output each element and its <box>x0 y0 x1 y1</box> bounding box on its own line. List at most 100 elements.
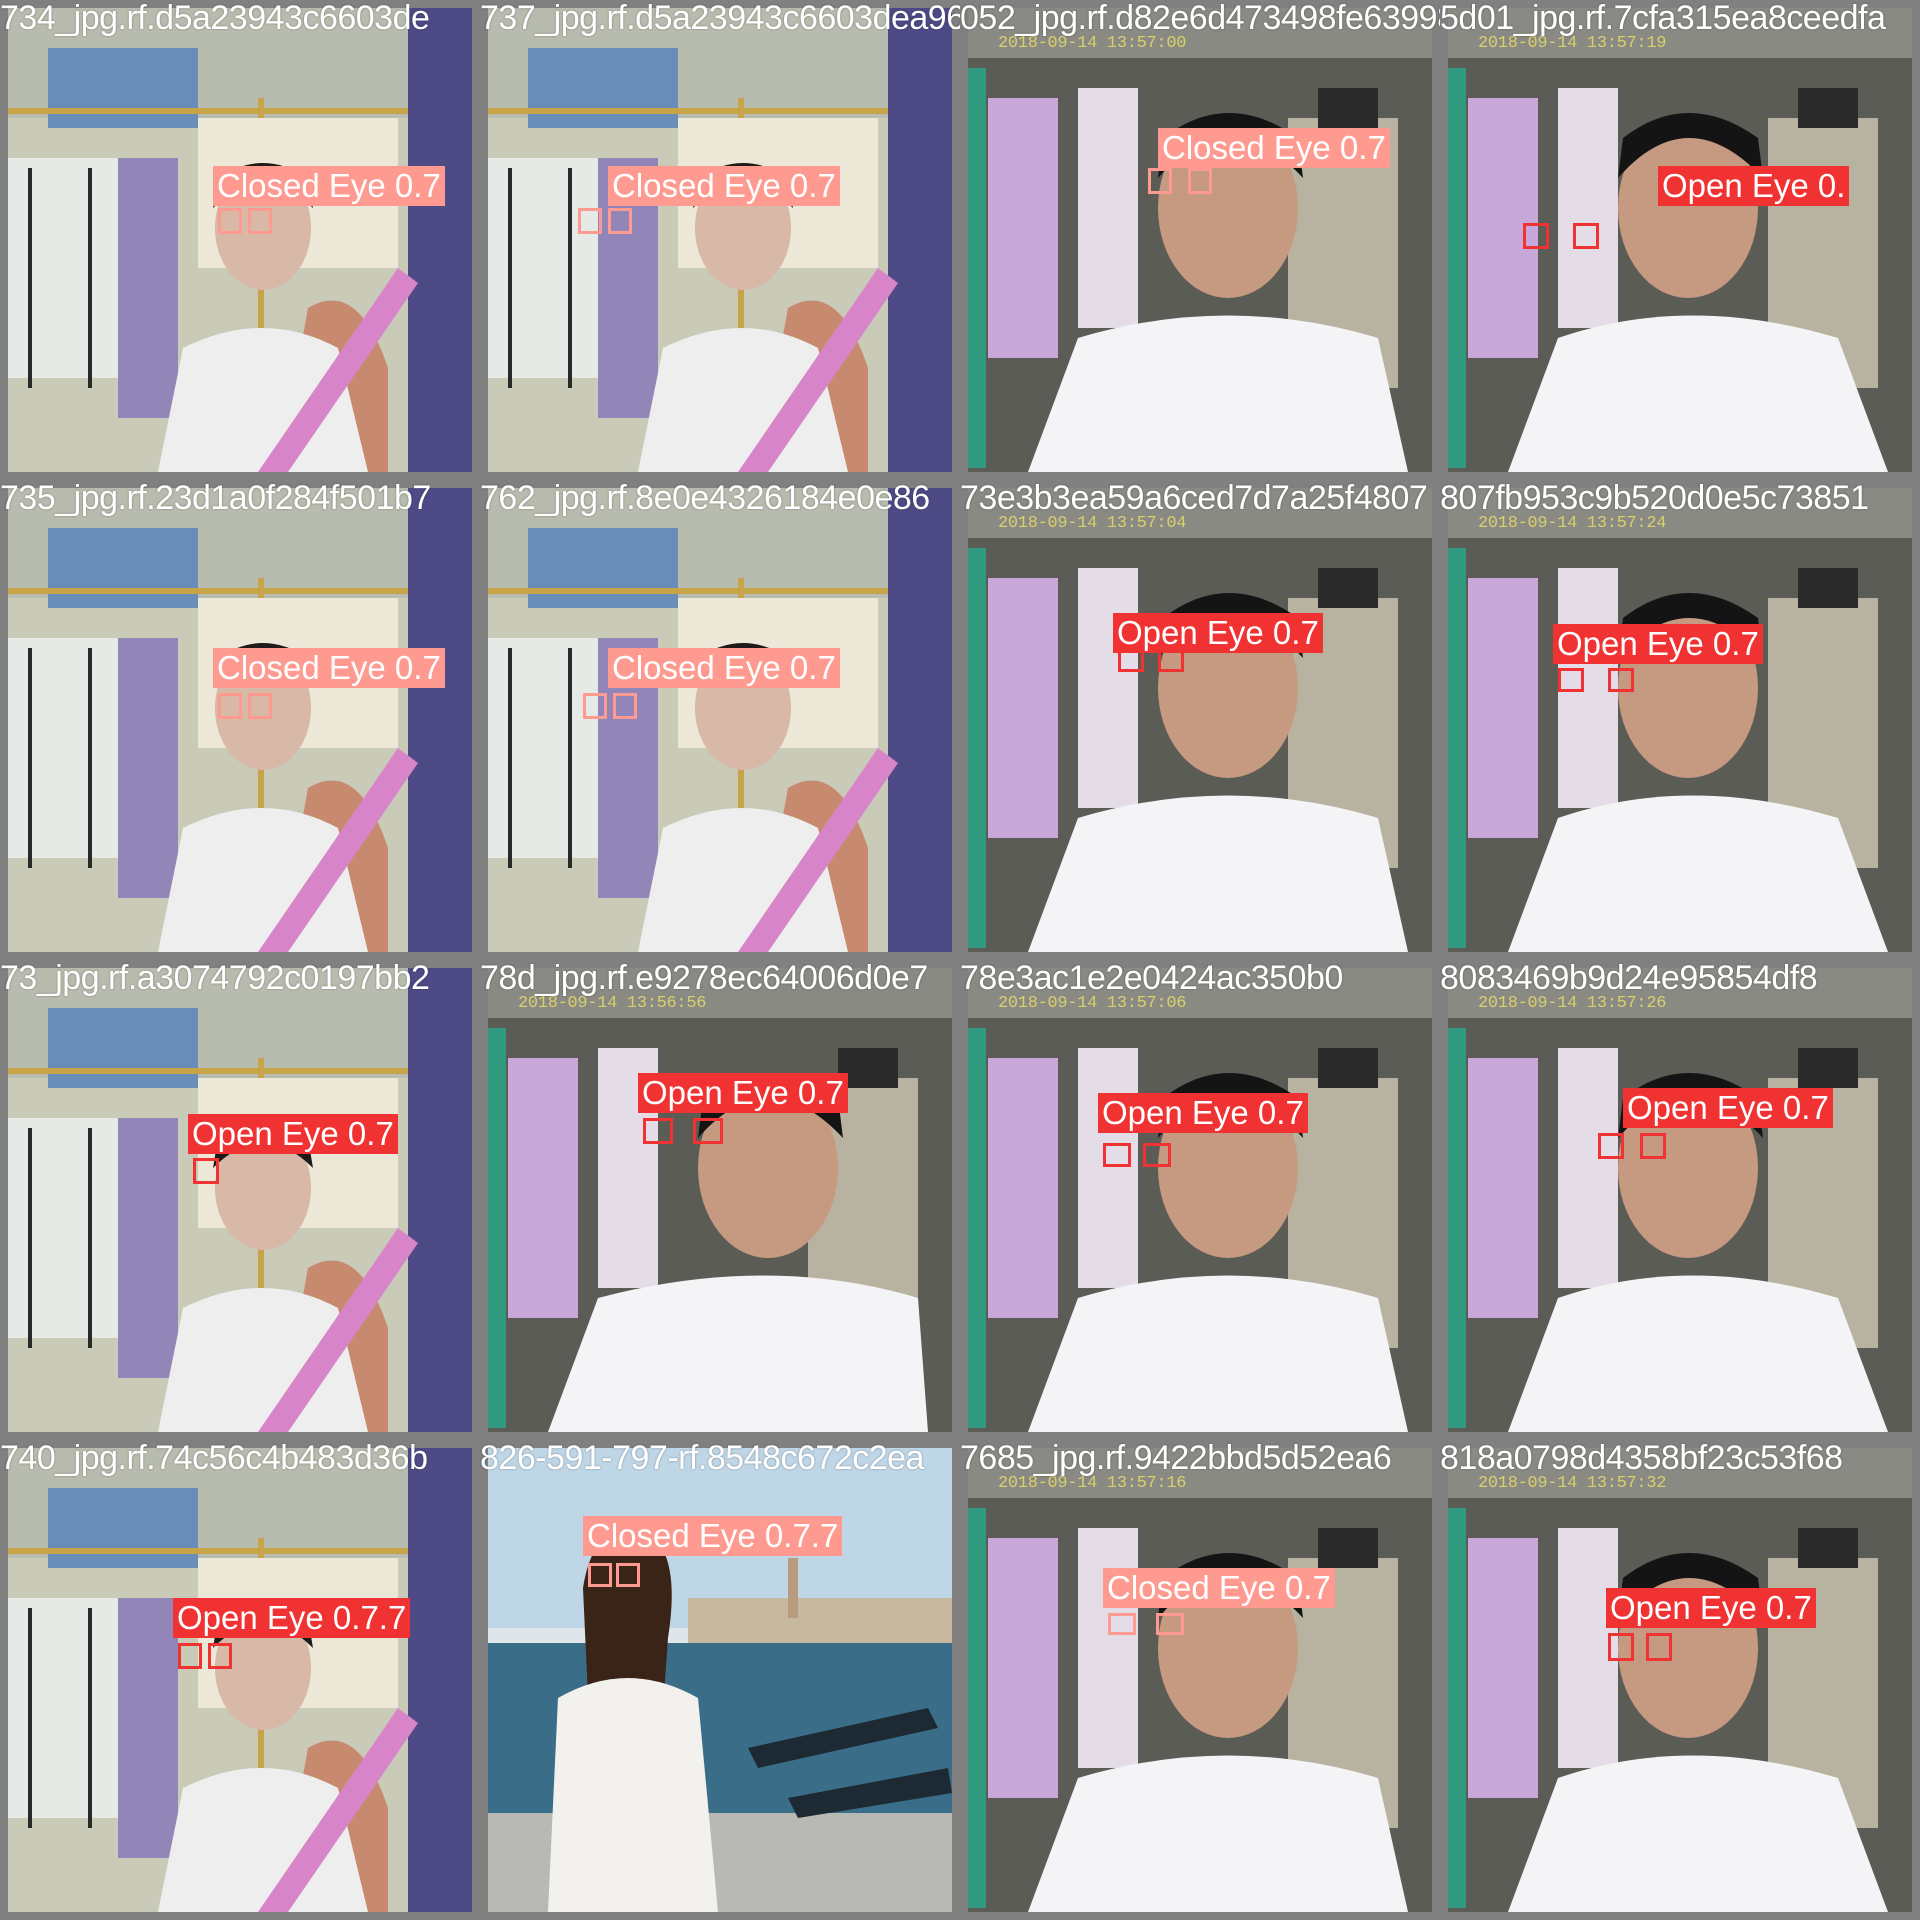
seatbelt <box>738 748 898 952</box>
image-filename: 052_jpg.rf.d82e6d473498fe63998 <box>960 0 1440 37</box>
image-tile: 2018-09-14 13:57:04 Open Eye 0.7 73e3b3ea5… <box>960 480 1440 960</box>
video-timestamp: 2018-09-14 13:57:26 <box>1478 994 1667 1013</box>
face <box>698 1078 838 1258</box>
image-tile: 2018-09-14 13:57:24 Open Eye 0.7 807fb953c… <box>1440 480 1920 960</box>
image-tile: 2018-09-14 13:57:06 Open Eye 0.7 78e3ac1e2… <box>960 960 1440 1440</box>
eye-bounding-box <box>1523 223 1549 249</box>
shirt <box>158 1768 368 1912</box>
image-filename: 78d_jpg.rf.e9278ec64006d0e7 <box>480 960 928 997</box>
detection-label: Closed Eye 0.7.7 <box>583 1516 843 1556</box>
image-tile: Closed Eye 0.7 735_jpg.rf.23d1a0f284f501b… <box>0 480 480 960</box>
shirt <box>1028 1275 1408 1432</box>
photo: 2018-09-14 13:57:32 Open Eye 0.7 <box>1448 1448 1912 1912</box>
shirt <box>158 808 368 952</box>
eye-bounding-box <box>1558 668 1584 692</box>
image-tile: Closed Eye 0.7.7 826-591-797-rf.8548c672c… <box>480 1440 960 1920</box>
eye-bounding-box <box>1608 668 1634 692</box>
photo: Closed Eye 0.7 <box>8 488 472 952</box>
image-tile: 2018-09-14 13:57:32 Open Eye 0.7 818a0798d… <box>1440 1440 1920 1920</box>
photo: Closed Eye 0.7 <box>8 8 472 472</box>
video-timestamp: 2018-09-14 13:57:00 <box>998 34 1187 53</box>
video-timestamp: 2018-09-14 13:57:32 <box>1478 1474 1667 1493</box>
photo-scene <box>1448 488 1912 952</box>
photo-scene <box>8 968 472 1432</box>
shirt <box>158 328 368 472</box>
bus-ceiling-window <box>48 48 198 128</box>
image-filename: 818a0798d4358bf23c53f68 <box>1440 1440 1843 1477</box>
detection-label: Open Eye 0.7 <box>1606 1588 1816 1628</box>
shirt <box>1508 795 1888 952</box>
photo-scene <box>8 1448 472 1912</box>
photo-scene <box>488 968 952 1432</box>
eye-bounding-box <box>588 1563 612 1587</box>
seatbelt <box>258 1708 418 1912</box>
image-tile: Open Eye 0.7 73_jpg.rf.a3074792c0197bb2 <box>0 960 480 1440</box>
photo: 2018-09-14 13:56:56 Open Eye 0.7 <box>488 968 952 1432</box>
image-filename: 826-591-797-rf.8548c672c2ea <box>480 1440 924 1477</box>
detection-label: Closed Eye 0.7 <box>608 648 840 688</box>
eye-bounding-box <box>643 1118 673 1144</box>
shirt <box>1508 1755 1888 1912</box>
photo: 2018-09-14 13:57:24 Open Eye 0.7 <box>1448 488 1912 952</box>
image-tile: Closed Eye 0.7 734_jpg.rf.d5a23943c6603de <box>0 0 480 480</box>
detection-label: Closed Eye 0.7 <box>213 648 445 688</box>
detection-label: Open Eye 0.7 <box>1553 624 1763 664</box>
image-filename: 73_jpg.rf.a3074792c0197bb2 <box>0 960 430 997</box>
eye-bounding-box <box>1108 1613 1136 1635</box>
detection-label: Open Eye 0.7 <box>188 1114 398 1154</box>
eye-bounding-box <box>1646 1633 1672 1661</box>
photo-scene <box>1448 8 1912 472</box>
bus-ceiling-window <box>528 528 678 608</box>
van-window <box>1468 578 1538 838</box>
image-tile: Closed Eye 0.7 762_jpg.rf.8e0e4326184e0e8… <box>480 480 960 960</box>
image-tile: 2018-09-14 13:57:16 Closed Eye 0.7 7685_jp… <box>960 1440 1440 1920</box>
seatbelt <box>258 748 418 952</box>
city-skyline <box>688 1598 952 1643</box>
detection-label: Closed Eye 0.7 <box>213 166 445 206</box>
photo: Open Eye 0.7 <box>8 968 472 1432</box>
image-tile: Open Eye 0.7.7 740_jpg.rf.74c56c4b483d36b <box>0 1440 480 1920</box>
video-timestamp: 2018-09-14 13:57:19 <box>1478 34 1667 53</box>
image-filename: 7685_jpg.rf.9422bbd5d52ea6 <box>960 1440 1392 1477</box>
eye-bounding-box <box>608 208 632 234</box>
shirt <box>1508 1275 1888 1432</box>
face <box>215 1126 311 1250</box>
photo-scene <box>968 488 1432 952</box>
van-window <box>1468 98 1538 358</box>
van-window <box>988 98 1058 358</box>
shirt <box>638 808 848 952</box>
photo: Closed Eye 0.7 <box>488 8 952 472</box>
van-window <box>988 1058 1058 1318</box>
van-window <box>508 1058 578 1318</box>
eye-bounding-box <box>248 693 272 719</box>
image-filename: 735_jpg.rf.23d1a0f284f501b7 <box>0 480 431 517</box>
eye-bounding-box <box>1598 1133 1624 1159</box>
eye-bounding-box <box>1156 1613 1184 1635</box>
bus-ceiling-window <box>528 48 678 128</box>
photo-scene <box>8 488 472 952</box>
detection-label: Open Eye 0.7.7 <box>173 1598 411 1638</box>
eye-bounding-box <box>178 1643 202 1669</box>
video-timestamp: 2018-09-14 13:57:16 <box>998 1474 1187 1493</box>
eye-bounding-box <box>218 693 242 719</box>
video-timestamp: 2018-09-14 13:57:24 <box>1478 514 1667 533</box>
image-filename: 73e3b3ea59a6ced7d7a25f4807 <box>960 480 1428 517</box>
eye-bounding-box <box>613 693 637 719</box>
shirt <box>1028 315 1408 472</box>
detection-label: Open Eye 0.7 <box>638 1073 848 1113</box>
shirt <box>548 1678 718 1912</box>
van-window <box>988 1538 1058 1798</box>
eye-bounding-box <box>1103 1143 1131 1167</box>
eye-bounding-box <box>1148 168 1172 194</box>
hair <box>583 1527 672 1708</box>
image-filename: 762_jpg.rf.8e0e4326184e0e86 <box>480 480 930 517</box>
detection-label: Open Eye 0. <box>1658 166 1850 206</box>
photo-scene <box>1448 968 1912 1432</box>
detection-label: Closed Eye 0.7 <box>608 166 840 206</box>
photo: 2018-09-14 13:57:26 Open Eye 0.7 <box>1448 968 1912 1432</box>
image-filename: 734_jpg.rf.d5a23943c6603de <box>0 0 430 37</box>
shirt <box>158 1288 368 1432</box>
eye-bounding-box <box>1188 168 1212 194</box>
photo: 2018-09-14 13:57:16 Closed Eye 0.7 <box>968 1448 1432 1912</box>
photo: 2018-09-14 13:57:00 Closed Eye 0.7 <box>968 8 1432 472</box>
